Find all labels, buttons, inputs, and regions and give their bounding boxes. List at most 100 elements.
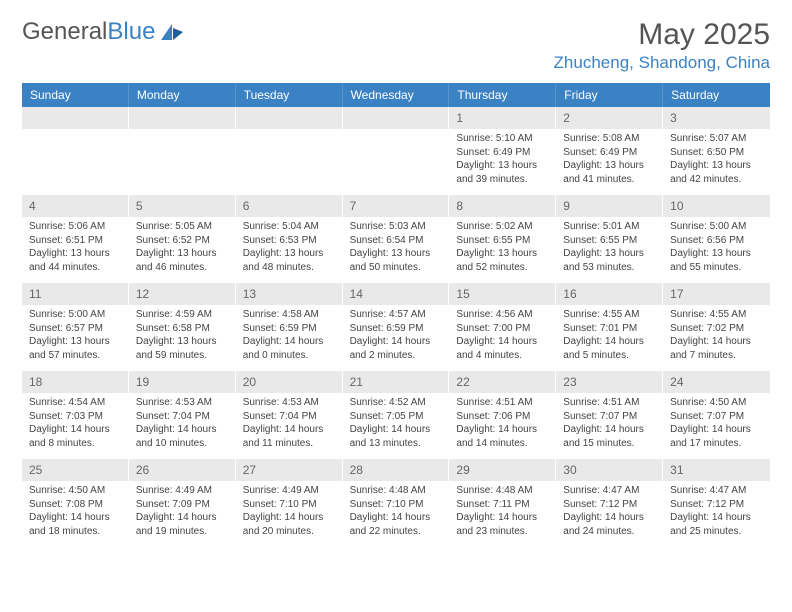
day-body: Sunrise: 4:49 AMSunset: 7:09 PMDaylight:… xyxy=(129,481,235,544)
day-cell: 8Sunrise: 5:02 AMSunset: 6:55 PMDaylight… xyxy=(449,195,556,283)
day-number: 15 xyxy=(449,283,555,305)
week-row: 4Sunrise: 5:06 AMSunset: 6:51 PMDaylight… xyxy=(22,195,770,283)
day-number xyxy=(343,107,449,129)
day-number: 17 xyxy=(663,283,770,305)
weekday-header: Saturday xyxy=(663,83,770,107)
sunset-text: Sunset: 6:49 PM xyxy=(563,146,655,160)
day-body xyxy=(129,129,235,179)
day-cell: 19Sunrise: 4:53 AMSunset: 7:04 PMDayligh… xyxy=(129,371,236,459)
sunset-text: Sunset: 6:49 PM xyxy=(456,146,548,160)
day-body: Sunrise: 5:06 AMSunset: 6:51 PMDaylight:… xyxy=(22,217,128,280)
day-cell: 12Sunrise: 4:59 AMSunset: 6:58 PMDayligh… xyxy=(129,283,236,371)
day-cell: 16Sunrise: 4:55 AMSunset: 7:01 PMDayligh… xyxy=(556,283,663,371)
daylight-text: Daylight: 13 hours and 41 minutes. xyxy=(563,159,655,186)
sunrise-text: Sunrise: 5:07 AM xyxy=(670,132,763,146)
day-body: Sunrise: 4:51 AMSunset: 7:07 PMDaylight:… xyxy=(556,393,662,456)
sunset-text: Sunset: 7:12 PM xyxy=(563,498,655,512)
day-body: Sunrise: 5:00 AMSunset: 6:56 PMDaylight:… xyxy=(663,217,770,280)
day-body: Sunrise: 4:48 AMSunset: 7:10 PMDaylight:… xyxy=(343,481,449,544)
sunset-text: Sunset: 6:58 PM xyxy=(136,322,228,336)
sunrise-text: Sunrise: 4:51 AM xyxy=(456,396,548,410)
day-number xyxy=(236,107,342,129)
sunrise-text: Sunrise: 5:06 AM xyxy=(29,220,121,234)
sunset-text: Sunset: 7:06 PM xyxy=(456,410,548,424)
day-number: 23 xyxy=(556,371,662,393)
sunrise-text: Sunrise: 5:04 AM xyxy=(243,220,335,234)
day-body: Sunrise: 4:56 AMSunset: 7:00 PMDaylight:… xyxy=(449,305,555,368)
sunset-text: Sunset: 7:07 PM xyxy=(563,410,655,424)
daylight-text: Daylight: 14 hours and 18 minutes. xyxy=(29,511,121,538)
sunset-text: Sunset: 6:56 PM xyxy=(670,234,763,248)
day-body: Sunrise: 4:49 AMSunset: 7:10 PMDaylight:… xyxy=(236,481,342,544)
day-cell: 6Sunrise: 5:04 AMSunset: 6:53 PMDaylight… xyxy=(236,195,343,283)
daylight-text: Daylight: 14 hours and 0 minutes. xyxy=(243,335,335,362)
sunset-text: Sunset: 6:50 PM xyxy=(670,146,763,160)
day-body: Sunrise: 4:48 AMSunset: 7:11 PMDaylight:… xyxy=(449,481,555,544)
day-number: 29 xyxy=(449,459,555,481)
daylight-text: Daylight: 13 hours and 59 minutes. xyxy=(136,335,228,362)
daylight-text: Daylight: 14 hours and 5 minutes. xyxy=(563,335,655,362)
day-number: 31 xyxy=(663,459,770,481)
calendar: Sunday Monday Tuesday Wednesday Thursday… xyxy=(22,83,770,547)
day-body: Sunrise: 5:05 AMSunset: 6:52 PMDaylight:… xyxy=(129,217,235,280)
sunset-text: Sunset: 7:11 PM xyxy=(456,498,548,512)
sunrise-text: Sunrise: 4:49 AM xyxy=(136,484,228,498)
week-row: 11Sunrise: 5:00 AMSunset: 6:57 PMDayligh… xyxy=(22,283,770,371)
sunrise-text: Sunrise: 4:53 AM xyxy=(136,396,228,410)
daylight-text: Daylight: 14 hours and 23 minutes. xyxy=(456,511,548,538)
sunset-text: Sunset: 7:02 PM xyxy=(670,322,763,336)
day-cell: 23Sunrise: 4:51 AMSunset: 7:07 PMDayligh… xyxy=(556,371,663,459)
daylight-text: Daylight: 13 hours and 48 minutes. xyxy=(243,247,335,274)
day-number: 20 xyxy=(236,371,342,393)
sunset-text: Sunset: 7:05 PM xyxy=(350,410,442,424)
sunrise-text: Sunrise: 5:02 AM xyxy=(456,220,548,234)
daylight-text: Daylight: 13 hours and 39 minutes. xyxy=(456,159,548,186)
day-body: Sunrise: 4:54 AMSunset: 7:03 PMDaylight:… xyxy=(22,393,128,456)
week-row: 18Sunrise: 4:54 AMSunset: 7:03 PMDayligh… xyxy=(22,371,770,459)
day-number: 9 xyxy=(556,195,662,217)
day-body: Sunrise: 4:51 AMSunset: 7:06 PMDaylight:… xyxy=(449,393,555,456)
daylight-text: Daylight: 13 hours and 42 minutes. xyxy=(670,159,763,186)
sunset-text: Sunset: 6:55 PM xyxy=(456,234,548,248)
day-body: Sunrise: 4:47 AMSunset: 7:12 PMDaylight:… xyxy=(556,481,662,544)
day-number: 7 xyxy=(343,195,449,217)
sunrise-text: Sunrise: 4:50 AM xyxy=(670,396,763,410)
day-number: 16 xyxy=(556,283,662,305)
sunset-text: Sunset: 7:08 PM xyxy=(29,498,121,512)
day-number: 11 xyxy=(22,283,128,305)
page: GeneralBlue May 2025 Zhucheng, Shandong,… xyxy=(0,0,792,565)
sunrise-text: Sunrise: 4:48 AM xyxy=(350,484,442,498)
day-body xyxy=(22,129,128,179)
day-cell: 20Sunrise: 4:53 AMSunset: 7:04 PMDayligh… xyxy=(236,371,343,459)
day-number: 28 xyxy=(343,459,449,481)
logo-sail-icon xyxy=(159,22,185,42)
sunset-text: Sunset: 6:55 PM xyxy=(563,234,655,248)
weekday-header: Sunday xyxy=(22,83,129,107)
day-cell: 17Sunrise: 4:55 AMSunset: 7:02 PMDayligh… xyxy=(663,283,770,371)
daylight-text: Daylight: 14 hours and 15 minutes. xyxy=(563,423,655,450)
day-body: Sunrise: 5:07 AMSunset: 6:50 PMDaylight:… xyxy=(663,129,770,192)
daylight-text: Daylight: 14 hours and 8 minutes. xyxy=(29,423,121,450)
day-body: Sunrise: 4:58 AMSunset: 6:59 PMDaylight:… xyxy=(236,305,342,368)
sunrise-text: Sunrise: 5:10 AM xyxy=(456,132,548,146)
sunset-text: Sunset: 6:57 PM xyxy=(29,322,121,336)
daylight-text: Daylight: 13 hours and 46 minutes. xyxy=(136,247,228,274)
daylight-text: Daylight: 14 hours and 20 minutes. xyxy=(243,511,335,538)
day-cell: 1Sunrise: 5:10 AMSunset: 6:49 PMDaylight… xyxy=(449,107,556,195)
day-cell: 5Sunrise: 5:05 AMSunset: 6:52 PMDaylight… xyxy=(129,195,236,283)
sunset-text: Sunset: 6:54 PM xyxy=(350,234,442,248)
month-title: May 2025 xyxy=(554,18,770,51)
sunrise-text: Sunrise: 5:01 AM xyxy=(563,220,655,234)
logo-text-blue: Blue xyxy=(107,18,155,46)
day-cell: 29Sunrise: 4:48 AMSunset: 7:11 PMDayligh… xyxy=(449,459,556,547)
daylight-text: Daylight: 13 hours and 57 minutes. xyxy=(29,335,121,362)
day-number: 4 xyxy=(22,195,128,217)
day-cell xyxy=(236,107,343,195)
day-cell: 10Sunrise: 5:00 AMSunset: 6:56 PMDayligh… xyxy=(663,195,770,283)
daylight-text: Daylight: 13 hours and 50 minutes. xyxy=(350,247,442,274)
day-cell xyxy=(22,107,129,195)
daylight-text: Daylight: 13 hours and 44 minutes. xyxy=(29,247,121,274)
daylight-text: Daylight: 14 hours and 4 minutes. xyxy=(456,335,548,362)
day-body: Sunrise: 4:50 AMSunset: 7:08 PMDaylight:… xyxy=(22,481,128,544)
day-body: Sunrise: 4:53 AMSunset: 7:04 PMDaylight:… xyxy=(236,393,342,456)
